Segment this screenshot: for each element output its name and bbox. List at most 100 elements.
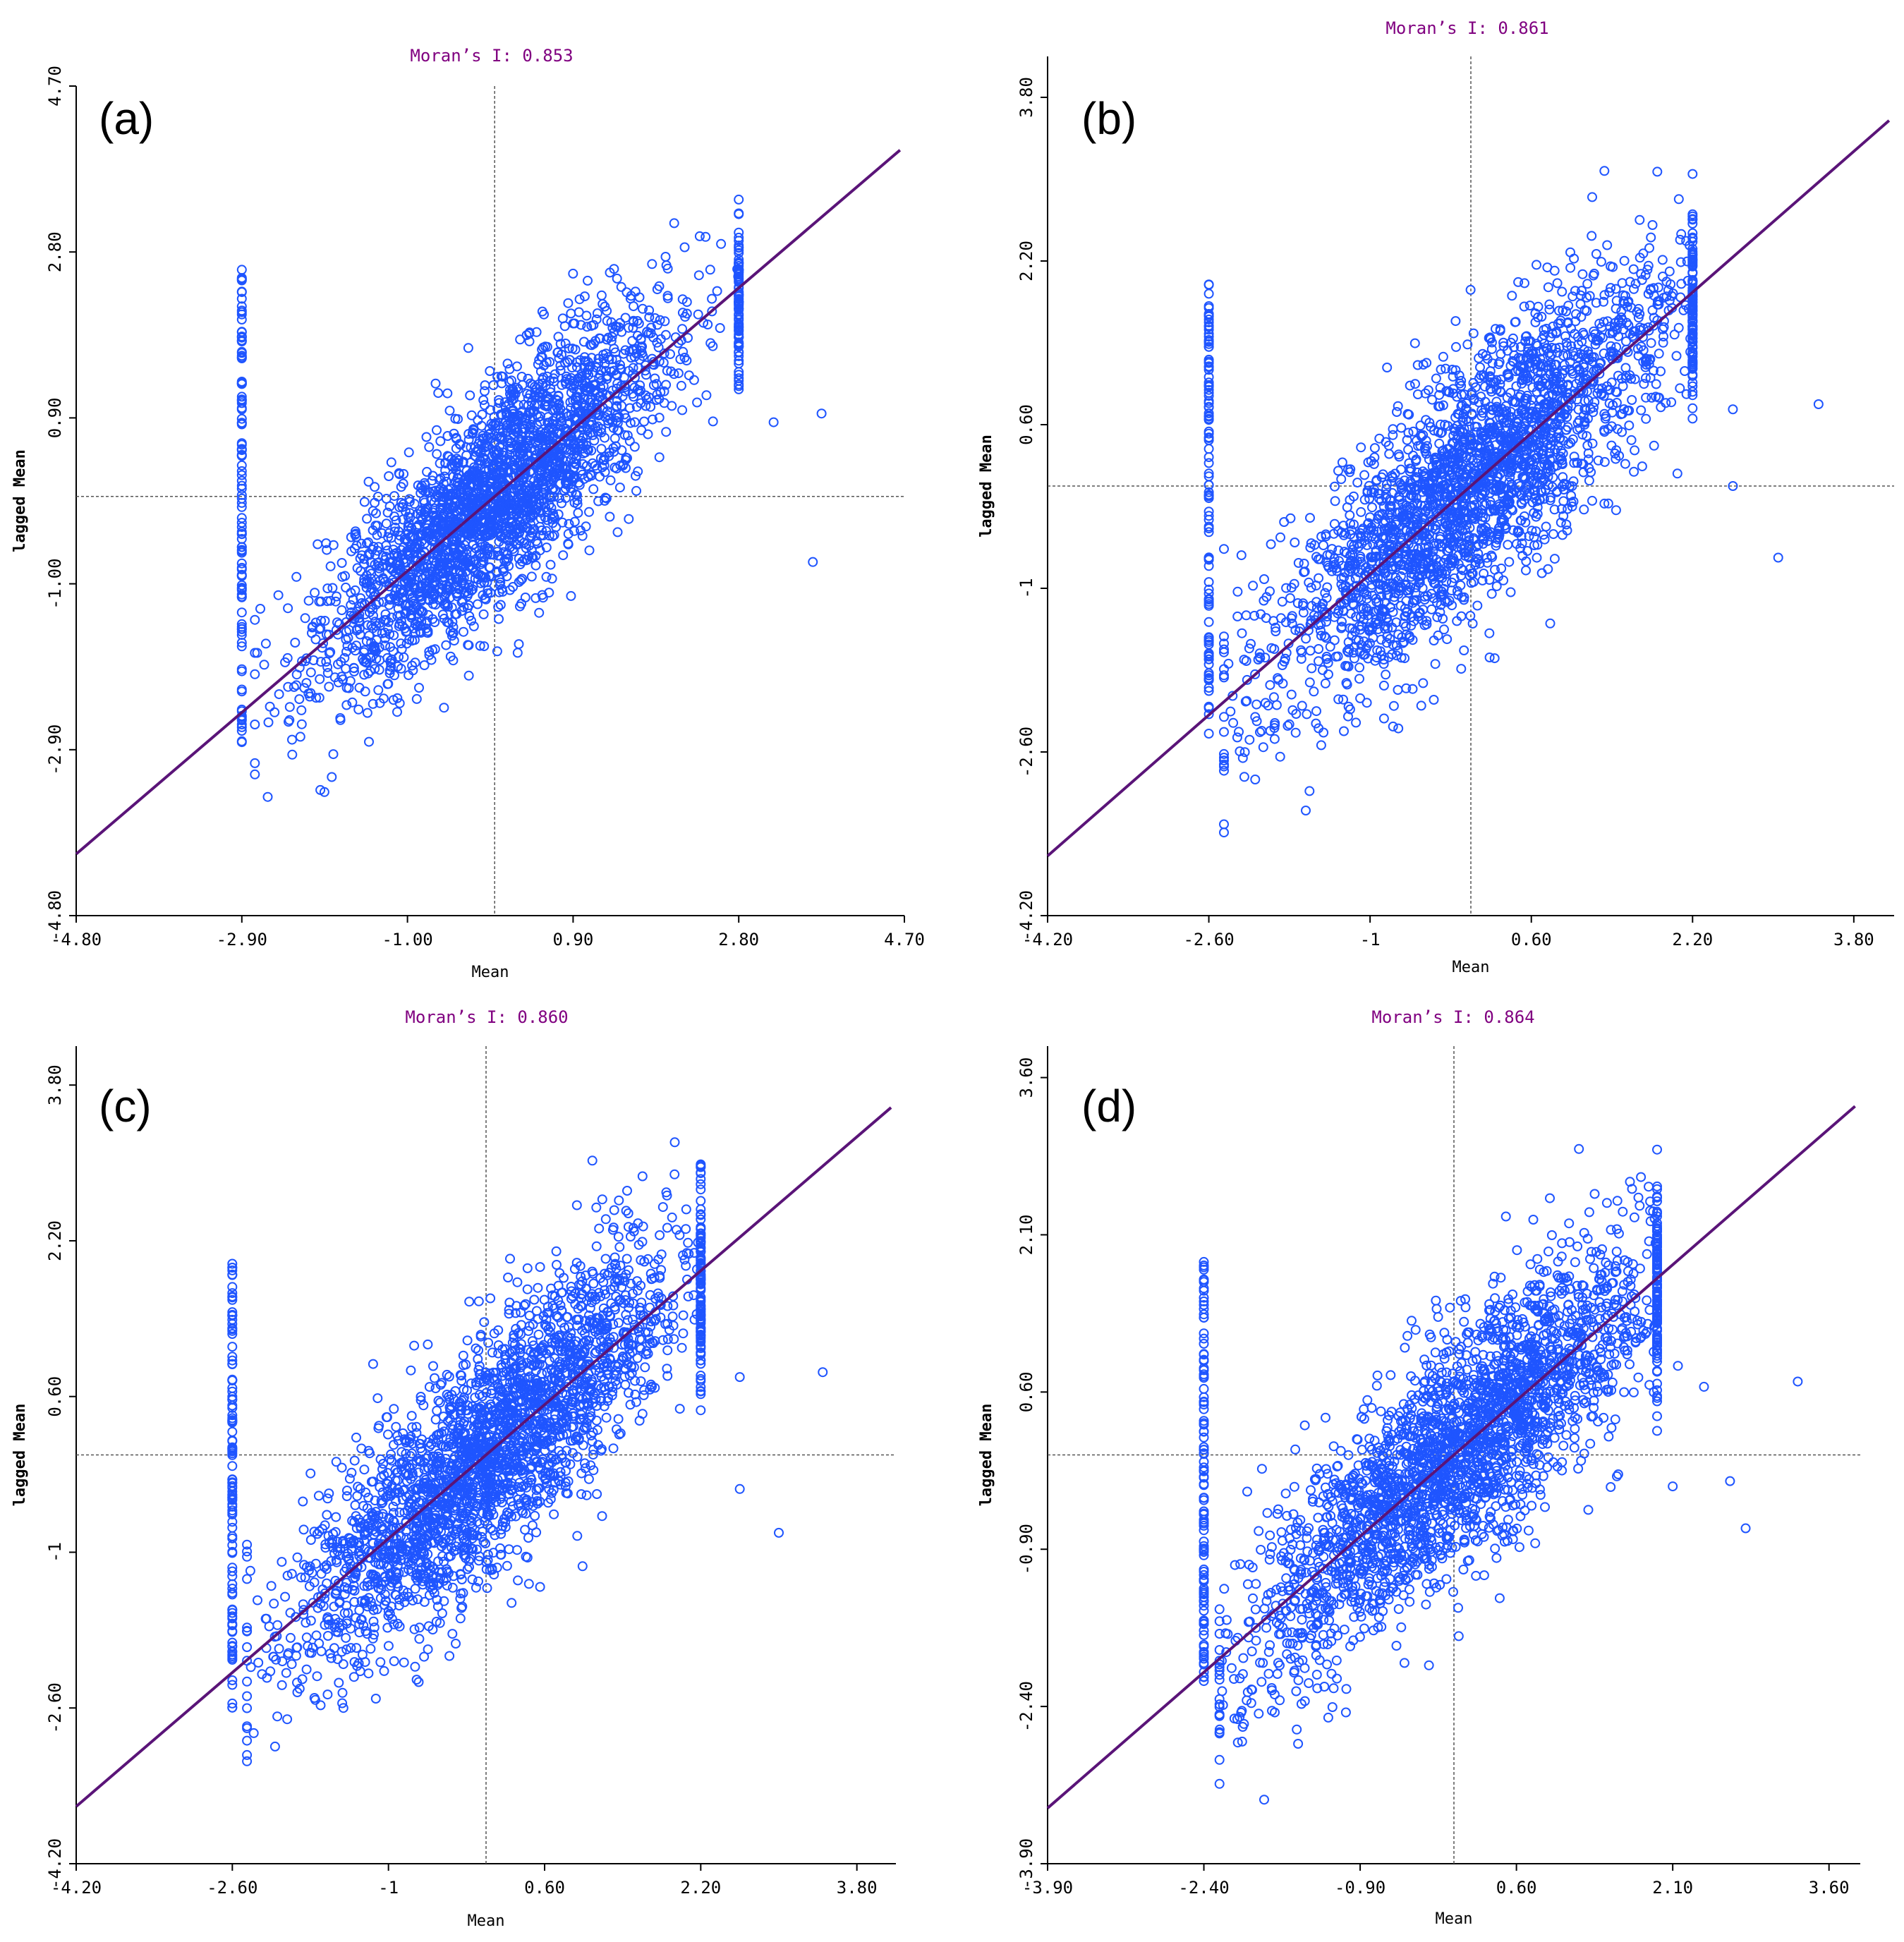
- data-point: [310, 588, 320, 598]
- data-point: [404, 518, 414, 528]
- data-point: [1486, 588, 1497, 599]
- data-point: [1304, 786, 1315, 796]
- data-point: [424, 442, 435, 452]
- data-point: [349, 666, 359, 676]
- data-point: [378, 574, 389, 585]
- data-point: [1505, 587, 1516, 597]
- data-point: [602, 334, 612, 345]
- data-point: [648, 414, 657, 425]
- data-point: [346, 546, 357, 557]
- data-point: [401, 626, 411, 637]
- data-point: [236, 265, 247, 275]
- data-point: [466, 615, 476, 626]
- data-point: [525, 532, 535, 542]
- data-point: [448, 655, 459, 666]
- data-point: [361, 636, 372, 646]
- data-point: [1565, 262, 1576, 273]
- data-point: [1333, 466, 1343, 476]
- data-point: [1657, 255, 1668, 265]
- data-point: [653, 342, 664, 353]
- data-point: [1629, 466, 1639, 477]
- data-point: [605, 475, 616, 485]
- data-point: [502, 358, 513, 369]
- data-point: [647, 259, 657, 269]
- data-point: [401, 638, 412, 649]
- data-point: [333, 659, 343, 669]
- outlier-point: [816, 408, 827, 419]
- data-point: [488, 380, 499, 390]
- data-point: [393, 551, 404, 562]
- data-point: [414, 605, 425, 615]
- data-point: [301, 653, 312, 664]
- data-point: [435, 436, 446, 447]
- data-point: [508, 582, 519, 592]
- data-point: [341, 582, 351, 593]
- y-tick-label: 3.80: [1017, 77, 1036, 118]
- y-tick-label: -1: [1017, 578, 1036, 599]
- data-point: [1671, 351, 1682, 361]
- data-point: [301, 678, 312, 688]
- data-point: [1541, 521, 1551, 532]
- data-point: [534, 607, 545, 618]
- data-point: [392, 693, 403, 703]
- data-point: [539, 360, 550, 370]
- data-point: [370, 521, 381, 531]
- data-point: [1530, 317, 1541, 327]
- data-point: [1275, 751, 1285, 762]
- data-point: [550, 485, 560, 495]
- y-tick-label: -2.90: [45, 724, 65, 775]
- data-point: [1649, 440, 1659, 451]
- data-point: [381, 518, 392, 529]
- data-point: [693, 309, 703, 320]
- data-point: [1301, 633, 1311, 644]
- data-point: [479, 400, 490, 411]
- data-point: [327, 772, 337, 782]
- data-point: [408, 560, 418, 571]
- data-point: [305, 691, 315, 702]
- data-point: [354, 616, 365, 626]
- data-point: [544, 490, 554, 500]
- data-point: [424, 646, 435, 657]
- data-point: [260, 638, 271, 649]
- data-point: [1672, 468, 1682, 479]
- data-point: [450, 559, 461, 569]
- data-point: [734, 227, 744, 238]
- data-point: [1627, 395, 1637, 405]
- data-point: [1275, 532, 1285, 542]
- data-point: [318, 638, 328, 648]
- data-point: [611, 441, 621, 451]
- data-point: [514, 577, 524, 588]
- data-point: [593, 496, 604, 506]
- data-point: [375, 698, 385, 708]
- data-point: [1384, 449, 1395, 459]
- data-point: [610, 462, 620, 473]
- data-point: [581, 521, 591, 532]
- data-point: [499, 397, 510, 408]
- data-point: [1393, 685, 1403, 695]
- data-point: [1678, 305, 1689, 315]
- data-point: [1250, 775, 1261, 784]
- data-point: [432, 425, 442, 435]
- data-point: [1228, 717, 1239, 728]
- data-point: [636, 385, 646, 396]
- x-tick-label: -1.00: [382, 930, 432, 949]
- data-point: [644, 305, 655, 315]
- data-point: [624, 514, 634, 524]
- data-point: [449, 636, 459, 646]
- data-point: [1354, 674, 1364, 684]
- data-point: [520, 593, 530, 602]
- data-point: [404, 670, 414, 681]
- data-point: [602, 305, 612, 316]
- data-point: [669, 218, 679, 229]
- data-point: [466, 410, 477, 420]
- data-point: [327, 583, 338, 593]
- data-point: [519, 538, 530, 548]
- data-point: [341, 700, 352, 710]
- data-point: [1311, 706, 1321, 717]
- y-tick-label: -4.80: [45, 890, 65, 941]
- data-point: [486, 433, 497, 443]
- data-point: [321, 657, 332, 667]
- data-point: [336, 558, 347, 568]
- data-point: [707, 306, 717, 317]
